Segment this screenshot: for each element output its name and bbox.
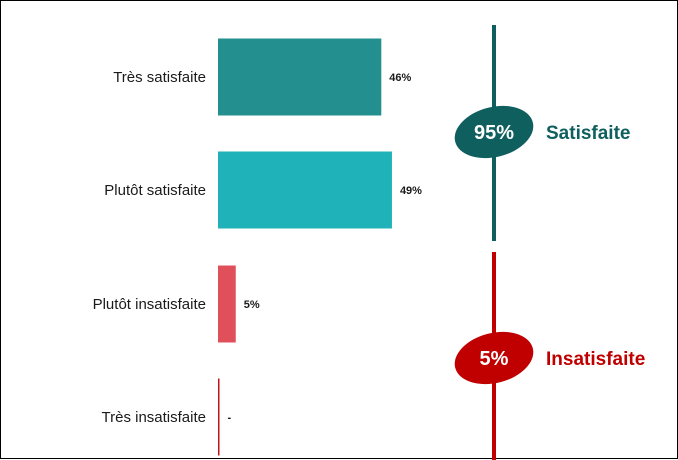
bar: [218, 151, 392, 229]
bar: [218, 265, 236, 343]
category-label: Plutôt satisfaite: [104, 182, 206, 199]
category-label: Plutôt insatisfaite: [93, 296, 206, 313]
category-label: Très insatisfaite: [102, 409, 206, 426]
bar: [218, 378, 220, 456]
value-label: 5%: [244, 299, 260, 311]
value-label: -: [228, 412, 232, 424]
group-percent-badge: [454, 105, 534, 159]
group-percent-badge: [454, 331, 534, 385]
value-label: 49%: [400, 185, 422, 197]
group-label: Satisfaite: [546, 123, 630, 144]
category-label: Très satisfaite: [113, 69, 206, 86]
group-percent: 5%: [480, 348, 509, 370]
value-label: 46%: [389, 72, 411, 84]
group-label: Insatisfaite: [546, 349, 645, 370]
bar: [218, 38, 382, 116]
group-percent: 95%: [474, 122, 514, 144]
